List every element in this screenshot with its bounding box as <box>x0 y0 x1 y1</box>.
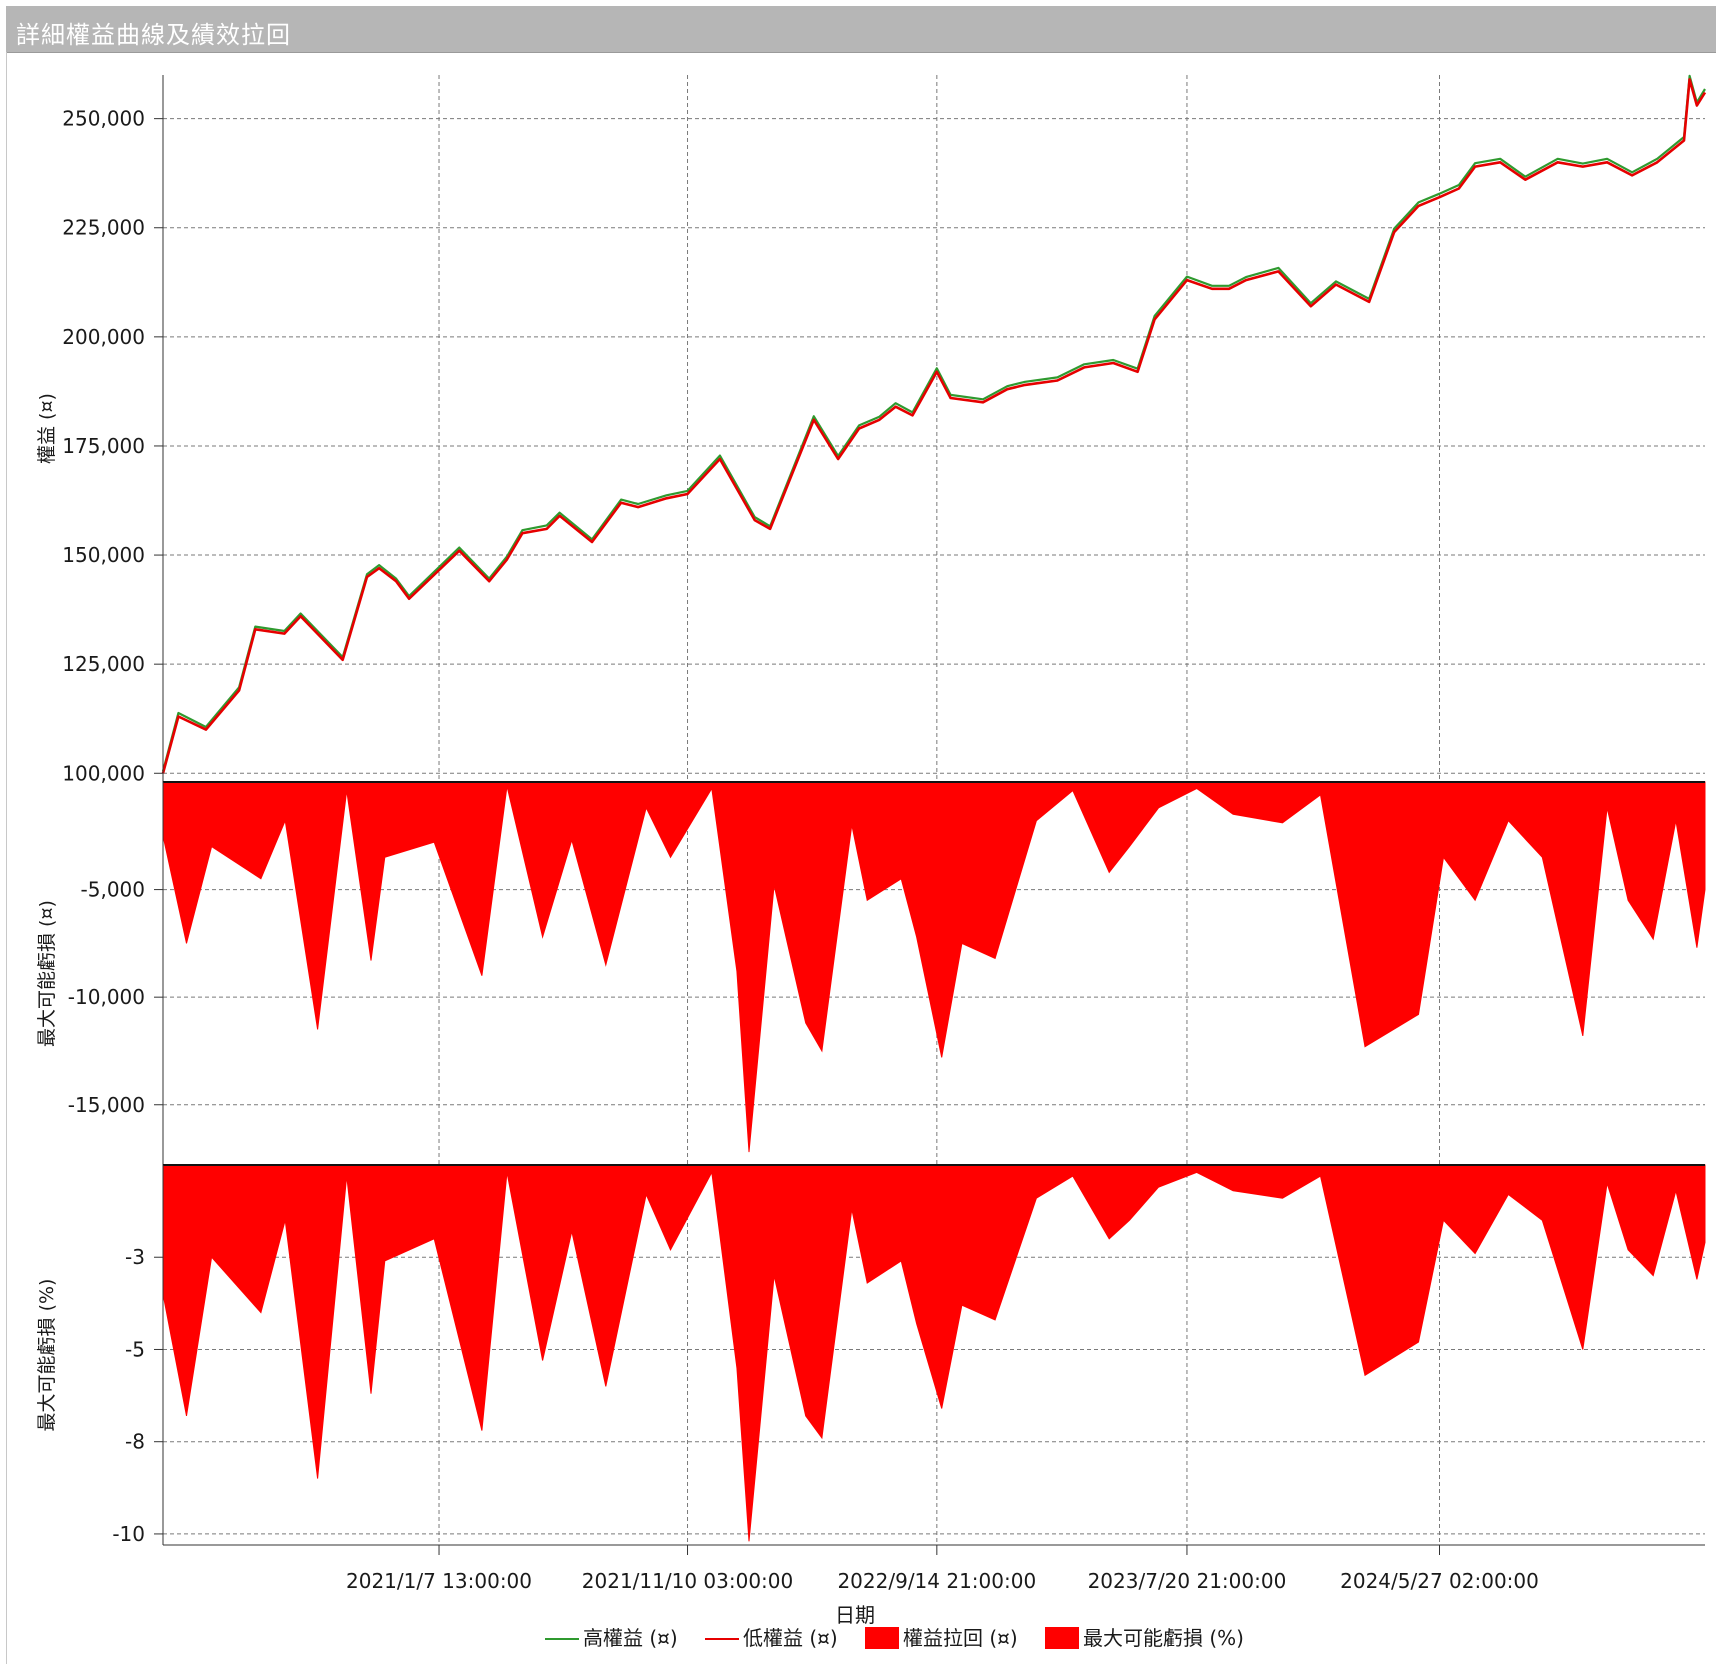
window-title: 詳細權益曲線及績效拉回 <box>16 21 291 49</box>
y-tick-label: 175,000 <box>62 434 145 458</box>
y-axis-title: 權益 (¤) <box>36 393 58 464</box>
legend-label: 權益拉回 (¤) <box>903 1626 1018 1650</box>
equity-line-layer <box>161 74 1707 774</box>
y-tick-label: 100,000 <box>62 761 145 785</box>
low-equity-line <box>161 78 1707 774</box>
legend-swatch-box <box>1045 1627 1079 1649</box>
drawdown-abs-area <box>162 781 1706 1153</box>
y-axis-title: 最大可能虧損 (¤) <box>36 900 58 1047</box>
legend-label: 最大可能虧損 (%) <box>1083 1626 1244 1650</box>
x-tick-label: 2021/1/7 13:00:00 <box>346 1569 532 1593</box>
y-tick-label: -10,000 <box>68 985 145 1009</box>
x-tick-label: 2023/7/20 21:00:00 <box>1088 1569 1287 1593</box>
axes-layer <box>154 75 1705 1555</box>
x-axis-title: 日期 <box>835 1603 875 1627</box>
drawdown-pct-area <box>162 1164 1706 1542</box>
window-titlebar: 詳細權益曲線及績效拉回 <box>6 6 1716 53</box>
legend-label: 高權益 (¤) <box>583 1626 678 1650</box>
y-tick-label: 250,000 <box>62 107 145 131</box>
legend: 高權益 (¤) 低權益 (¤) 權益拉回 (¤) 最大可能虧損 (%) <box>545 1626 1244 1650</box>
y-tick-label: 200,000 <box>62 325 145 349</box>
y-tick-label: -3 <box>125 1245 145 1269</box>
y-tick-label: 150,000 <box>62 543 145 567</box>
y-tick-label: -15,000 <box>68 1093 145 1117</box>
y-tick-label: -5 <box>125 1337 145 1361</box>
y-tick-label: 225,000 <box>62 216 145 240</box>
legend-label: 低權益 (¤) <box>743 1626 838 1650</box>
y-tick-label: -10 <box>112 1522 145 1546</box>
x-tick-label: 2024/5/27 02:00:00 <box>1340 1569 1539 1593</box>
drawdown-fill-layer <box>162 781 1706 1542</box>
y-tick-label: -5,000 <box>81 878 145 902</box>
high-equity-line <box>161 74 1706 772</box>
chart-frame <box>6 52 1716 1664</box>
labels-layer: 2021/1/7 13:00:00 2021/11/10 03:00:00 2022… <box>36 107 1539 1627</box>
y-tick-label: -8 <box>125 1430 145 1454</box>
x-tick-label: 2022/9/14 21:00:00 <box>837 1569 1036 1593</box>
legend-swatch-box <box>865 1627 899 1649</box>
y-tick-label: 125,000 <box>62 652 145 676</box>
x-tick-label: 2021/11/10 03:00:00 <box>582 1569 793 1593</box>
y-axis-title: 最大可能虧損 (%) <box>36 1279 58 1432</box>
